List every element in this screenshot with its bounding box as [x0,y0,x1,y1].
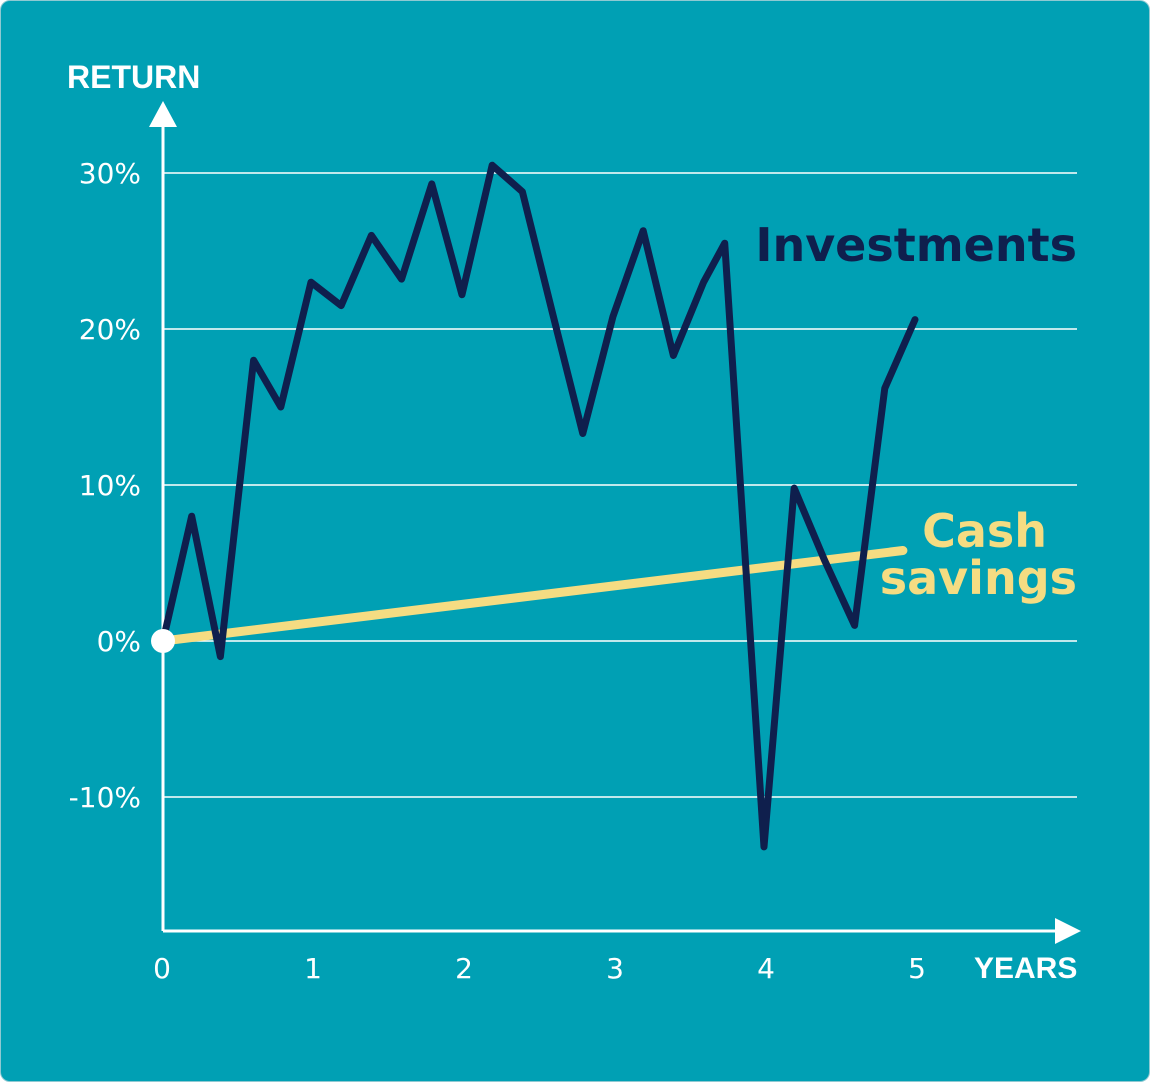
axes: RETURN YEARS [67,59,1081,985]
x-tick-label: 0 [153,952,171,985]
y-tick-label: 10% [79,469,141,502]
cash-savings-line [158,546,908,646]
cash-series-label-line: Cash [922,504,1047,558]
x-axis-label: YEARS [974,952,1077,985]
y-axis-label: RETURN [67,59,200,95]
y-tick-label: -10% [69,781,141,814]
y-tick-label: 30% [79,157,141,190]
y-axis-arrow-icon [149,101,177,127]
x-tick-label: 3 [606,952,624,985]
x-tick-label: 5 [908,952,926,985]
x-axis-arrow-icon [1055,918,1081,944]
x-tick-label: 1 [304,952,322,985]
y-tick-label: 0% [97,625,141,658]
cash-series-label-line: savings [880,551,1077,605]
x-tick-label: 2 [455,952,473,985]
x-tick-label: 4 [757,952,775,985]
series-lines [158,161,919,851]
tick-labels: 30% 20% 10% 0% -10% 0 1 2 3 4 5 [69,157,926,985]
y-tick-label: 20% [79,313,141,346]
gridlines [163,172,1077,798]
origin-marker [151,629,175,653]
investments-series-label: Investments [755,218,1077,272]
investments-line [159,161,919,851]
